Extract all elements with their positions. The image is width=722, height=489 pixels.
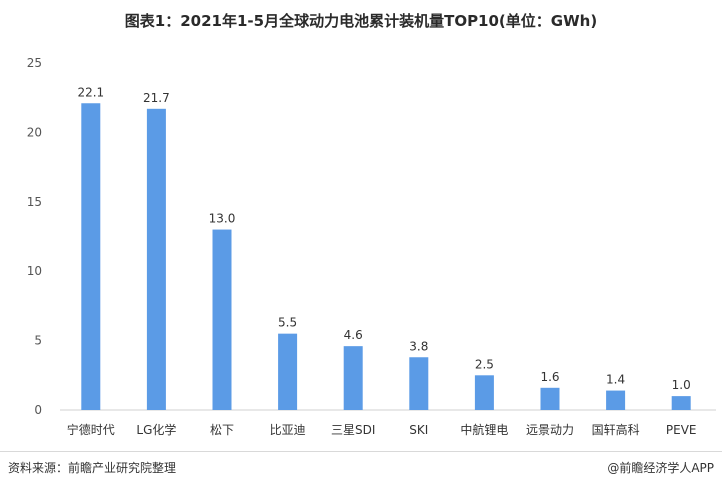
credit-note: @前瞻经济学人APP bbox=[607, 461, 714, 475]
bar bbox=[540, 387, 560, 410]
bar-value-label: 22.1 bbox=[77, 85, 104, 99]
category-label: 远景动力 bbox=[526, 423, 574, 437]
bar bbox=[409, 357, 429, 410]
bars-group bbox=[81, 103, 691, 410]
bar bbox=[671, 396, 691, 410]
bar-value-label: 1.6 bbox=[540, 370, 559, 384]
category-label: LG化学 bbox=[136, 422, 176, 437]
category-label: 三星SDI bbox=[331, 423, 375, 437]
bar-value-label: 3.8 bbox=[409, 339, 428, 353]
category-label: 国轩高科 bbox=[592, 422, 640, 437]
bar-value-label: 1.4 bbox=[606, 373, 625, 387]
bar bbox=[212, 229, 232, 410]
y-tick-label: 5 bbox=[34, 334, 42, 348]
bar bbox=[606, 390, 626, 410]
bar bbox=[343, 346, 363, 410]
category-label: 中航锂电 bbox=[460, 422, 508, 437]
category-labels-group: 宁德时代 LG化学 松下 比亚迪 三星SDI SKI 中航锂电 远景动力 国轩高科 PEVE bbox=[67, 422, 697, 437]
bar-value-label: 13.0 bbox=[209, 212, 236, 226]
y-tick-label: 15 bbox=[27, 195, 42, 209]
bar bbox=[81, 103, 101, 410]
value-labels-group: 22.1 21.7 13.0 5.5 4.6 3.8 2.5 1.6 1.4 1.0 bbox=[77, 85, 690, 392]
bar-value-label: 4.6 bbox=[344, 328, 363, 342]
bar-value-label: 5.5 bbox=[278, 316, 297, 330]
source-note: 资料来源：前瞻产业研究院整理 bbox=[8, 461, 177, 475]
footer-divider bbox=[0, 451, 722, 452]
y-tick-label: 0 bbox=[34, 403, 42, 417]
y-axis-ticks: 0 5 10 15 20 25 bbox=[27, 56, 42, 417]
y-tick-label: 20 bbox=[27, 125, 42, 139]
bar-value-label: 1.0 bbox=[672, 378, 691, 392]
bar-value-label: 2.5 bbox=[475, 357, 494, 371]
y-tick-label: 25 bbox=[27, 56, 42, 70]
category-label: SKI bbox=[409, 423, 428, 437]
chart-title: 图表1：2021年1-5月全球动力电池累计装机量TOP10(单位：GWh) bbox=[124, 12, 598, 30]
bar bbox=[474, 375, 494, 410]
category-label: 松下 bbox=[210, 423, 234, 437]
category-label: 宁德时代 bbox=[67, 422, 115, 437]
bar-value-label: 21.7 bbox=[143, 91, 170, 105]
y-tick-label: 10 bbox=[27, 264, 42, 278]
category-label: PEVE bbox=[666, 423, 697, 437]
bar bbox=[278, 333, 298, 410]
category-label: 比亚迪 bbox=[270, 423, 306, 437]
bar bbox=[146, 108, 166, 410]
